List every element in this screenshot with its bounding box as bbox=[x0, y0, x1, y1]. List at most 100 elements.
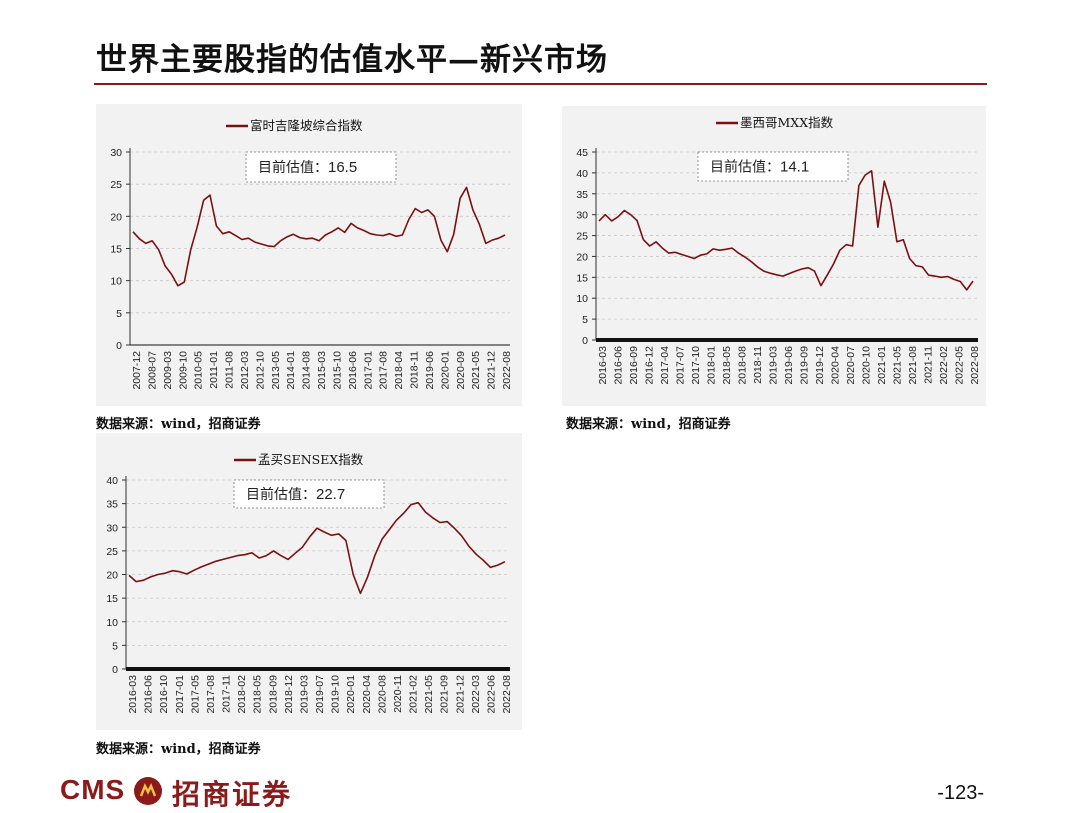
x-tick-label: 2021-08 bbox=[907, 346, 919, 385]
x-tick-label: 2022-08 bbox=[969, 346, 981, 385]
x-tick-label: 2020-08 bbox=[376, 675, 388, 714]
x-tick-label: 2009-10 bbox=[177, 351, 189, 390]
x-tick-label: 2022-06 bbox=[485, 675, 497, 714]
x-tick-label: 2021-05 bbox=[892, 346, 904, 385]
cms-emblem-icon bbox=[134, 777, 162, 805]
x-tick-label: 2019-06 bbox=[783, 346, 795, 385]
y-tick-label: 0 bbox=[582, 335, 588, 347]
x-tick-label: 2020-01 bbox=[345, 675, 357, 714]
page-number: -123- bbox=[937, 782, 984, 804]
x-tick-label: 2019-03 bbox=[298, 675, 310, 714]
x-tick-label: 2018-04 bbox=[393, 351, 405, 390]
annotation-label: 目前估值： bbox=[258, 159, 328, 176]
annotation-value: 16.5 bbox=[328, 159, 357, 176]
x-tick-label: 2019-03 bbox=[768, 346, 780, 385]
x-tick-label: 2016-06 bbox=[613, 346, 625, 385]
y-tick-label: 25 bbox=[576, 231, 588, 243]
x-tick-label: 2022-05 bbox=[954, 346, 966, 385]
annotation-box bbox=[245, 151, 397, 183]
y-tick-label: 5 bbox=[116, 308, 122, 320]
x-tick-label: 2021-01 bbox=[876, 346, 888, 385]
x-tick-label: 2020-04 bbox=[830, 346, 842, 385]
x-tick-label: 2018-05 bbox=[252, 675, 264, 714]
x-tick-label: 2007-12 bbox=[131, 351, 143, 390]
x-tick-label: 2010-05 bbox=[193, 351, 205, 390]
x-tick-label: 2016-12 bbox=[644, 346, 656, 385]
y-tick-label: 15 bbox=[110, 244, 122, 256]
x-tick-label: 2018-08 bbox=[737, 346, 749, 385]
y-tick-label: 40 bbox=[576, 168, 588, 180]
x-tick-label: 2017-07 bbox=[675, 346, 687, 385]
x-tick-label: 2022-08 bbox=[501, 351, 513, 390]
x-tick-label: 2019-09 bbox=[799, 346, 811, 385]
annotation-value: 22.7 bbox=[316, 486, 345, 503]
x-tick-label: 2018-11 bbox=[409, 351, 421, 389]
x-tick-label: 2014-01 bbox=[285, 351, 297, 390]
x-tick-label: 2020-01 bbox=[439, 351, 451, 390]
y-tick-label: 15 bbox=[106, 593, 118, 605]
chart-panel-india: 0 5 10 15 20 25 30 35 40 2016-03 2016-06 2016-10 201… bbox=[96, 433, 522, 730]
chart-malaysia-klci: 0 5 10 15 20 25 30 2007-12 2008-07 2009-03 2009-10… bbox=[110, 118, 513, 390]
x-tick-label: 2022-08 bbox=[501, 675, 513, 714]
x-tick-label: 2020-09 bbox=[455, 351, 467, 390]
x-tick-label: 2015-03 bbox=[316, 351, 328, 390]
chart-india-sensex: 0 5 10 15 20 25 30 35 40 2016-03 2016-06 2016-10 201… bbox=[106, 452, 513, 714]
x-tick-label: 2020-10 bbox=[861, 346, 873, 385]
x-tick-label: 2014-08 bbox=[301, 351, 313, 390]
x-tick-label: 2018-02 bbox=[236, 675, 248, 714]
y-tick-label: 25 bbox=[110, 179, 122, 191]
series-line bbox=[128, 501, 506, 595]
source-note-mexico: 数据来源：wind，招商证券 bbox=[566, 417, 731, 432]
x-tick-label: 2016-06 bbox=[143, 675, 155, 714]
y-tick-label: 0 bbox=[116, 340, 122, 352]
y-tick-label: 5 bbox=[582, 314, 588, 326]
y-tick-label: 10 bbox=[106, 617, 118, 629]
x-tick-label: 2015-10 bbox=[331, 351, 343, 390]
annotation-value: 14.1 bbox=[780, 159, 809, 176]
x-tick-label: 2022-02 bbox=[938, 346, 950, 385]
annotation-label: 目前估值： bbox=[246, 486, 316, 503]
series-line bbox=[132, 186, 506, 287]
x-tick-label: 2020-04 bbox=[361, 675, 373, 714]
x-tick-label: 2020-11 bbox=[392, 675, 404, 713]
y-tick-label: 5 bbox=[112, 640, 118, 652]
annotation-text: 目前估值：16.5 bbox=[258, 159, 357, 176]
x-tick-label: 2011-01 bbox=[208, 351, 220, 389]
y-tick-label: 10 bbox=[110, 276, 122, 288]
x-tick-label: 2021-12 bbox=[454, 675, 466, 714]
x-tick-label: 2021-09 bbox=[439, 675, 451, 714]
y-tick-label: 0 bbox=[112, 664, 118, 676]
source-note-malaysia: 数据来源：wind，招商证券 bbox=[96, 417, 261, 432]
cms-logo-cn: 招商证券 bbox=[172, 778, 293, 811]
x-tick-label: 2021-05 bbox=[470, 351, 482, 390]
y-tick-label: 35 bbox=[106, 499, 118, 511]
x-tick-label: 2021-05 bbox=[423, 675, 435, 714]
x-tick-label: 2017-04 bbox=[659, 346, 671, 385]
annotation-text: 目前估值：22.7 bbox=[246, 486, 345, 503]
x-tick-label: 2016-09 bbox=[628, 346, 640, 385]
y-tick-label: 15 bbox=[576, 272, 588, 284]
x-tick-label: 2008-07 bbox=[146, 351, 158, 390]
x-tick-label: 2017-10 bbox=[690, 346, 702, 385]
x-tick-label: 2022-03 bbox=[470, 675, 482, 714]
title-divider bbox=[94, 83, 987, 85]
y-tick-label: 20 bbox=[106, 570, 118, 582]
y-tick-label: 10 bbox=[576, 293, 588, 305]
x-tick-label: 2016-10 bbox=[158, 675, 170, 714]
annotation-text: 目前估值：14.1 bbox=[710, 159, 809, 176]
annotation-box bbox=[697, 151, 849, 182]
x-tick-label: 2018-09 bbox=[267, 675, 279, 714]
y-tick-label: 40 bbox=[106, 475, 118, 487]
x-tick-label: 2019-06 bbox=[424, 351, 436, 390]
y-tick-label: 20 bbox=[110, 211, 122, 223]
y-tick-label: 20 bbox=[576, 251, 588, 263]
x-tick-label: 2012-03 bbox=[239, 351, 251, 390]
chart-panel-malaysia: 0 5 10 15 20 25 30 2007-12 2008-07 2009-03 2009-10… bbox=[96, 104, 522, 406]
x-tick-label: 2017-11 bbox=[221, 675, 233, 713]
x-tick-label: 2018-11 bbox=[752, 346, 764, 384]
y-tick-label: 25 bbox=[106, 546, 118, 558]
x-tick-label: 2019-07 bbox=[314, 675, 326, 714]
x-tick-label: 2016-06 bbox=[347, 351, 359, 390]
chart-panel-mexico: 0 5 10 15 20 25 30 35 40 45 2016-03 2016-06 2016-09 2… bbox=[562, 106, 986, 406]
x-tick-label: 2013-05 bbox=[270, 351, 282, 390]
